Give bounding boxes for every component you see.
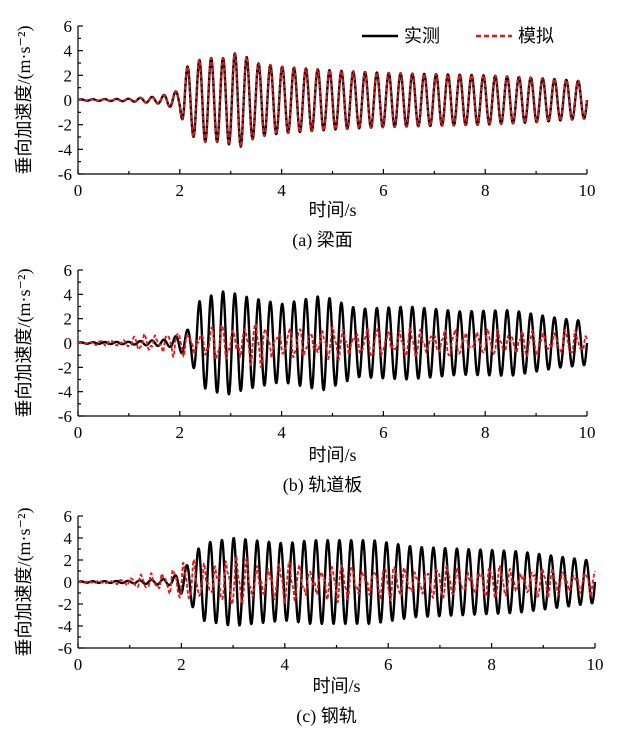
panel-caption: (c) 钢轨 [296,706,356,727]
y-axis-title: 垂向加速度/(m·s⁻²) [14,269,35,418]
y-tick-label: -2 [58,116,72,135]
x-axis-title: 时间/s [312,676,360,696]
y-tick-label: 6 [64,17,73,36]
x-tick-label: 0 [74,655,83,674]
y-tick-label: 2 [64,66,73,85]
y-tick-label: -4 [58,617,73,636]
y-tick-label: 4 [64,285,73,304]
x-tick-label: 6 [379,181,388,200]
y-tick-label: 4 [64,529,73,548]
x-tick-label: 8 [487,655,496,674]
y-tick-label: -2 [58,595,72,614]
series-line-simulated [77,322,588,369]
x-tick-label: 6 [379,423,388,442]
y-tick-label: -6 [58,639,72,658]
y-axis-title: 垂向加速度/(m·s⁻²) [14,26,35,175]
panel-caption: (a) 梁面 [292,230,352,251]
y-tick-label: -4 [58,383,73,402]
x-tick-label: 10 [587,655,604,674]
series-line-simulated [77,555,596,606]
x-tick-label: 0 [74,423,83,442]
y-tick-label: 2 [64,551,73,570]
x-tick-label: 10 [579,423,596,442]
y-tick-label: 0 [64,91,73,110]
legend-measured-label: 实测 [404,26,440,46]
x-axis-title: 时间/s [308,445,356,465]
y-tick-label: -6 [58,165,72,184]
series-line-measured [77,536,597,627]
x-tick-label: 2 [176,181,185,200]
x-tick-label: 0 [74,181,83,200]
x-tick-label: 4 [281,655,290,674]
series-line-measured [77,290,589,396]
x-axis-title: 时间/s [308,200,356,220]
y-tick-label: 2 [64,310,73,329]
panel-caption: (b) 轨道板 [283,475,363,496]
y-tick-label: 6 [64,261,73,280]
x-tick-label: 4 [277,423,286,442]
legend: 实测 模拟 [362,26,554,46]
y-tick-label: 0 [64,573,73,592]
x-tick-label: 10 [579,181,596,200]
x-tick-label: 8 [481,181,490,200]
series-line-simulated [77,52,588,148]
x-tick-label: 2 [176,423,185,442]
y-tick-label: -6 [58,407,72,426]
x-tick-label: 8 [481,423,490,442]
x-tick-label: 6 [384,655,393,674]
x-tick-label: 4 [277,181,286,200]
y-tick-label: -4 [58,140,73,159]
y-tick-label: 0 [64,334,73,353]
y-tick-label: 4 [64,42,73,61]
legend-simulated-label: 模拟 [518,26,554,46]
y-tick-label: 6 [64,507,73,526]
x-tick-label: 2 [177,655,186,674]
y-tick-label: -2 [58,358,72,377]
y-axis-title: 垂向加速度/(m·s⁻²) [14,508,35,657]
